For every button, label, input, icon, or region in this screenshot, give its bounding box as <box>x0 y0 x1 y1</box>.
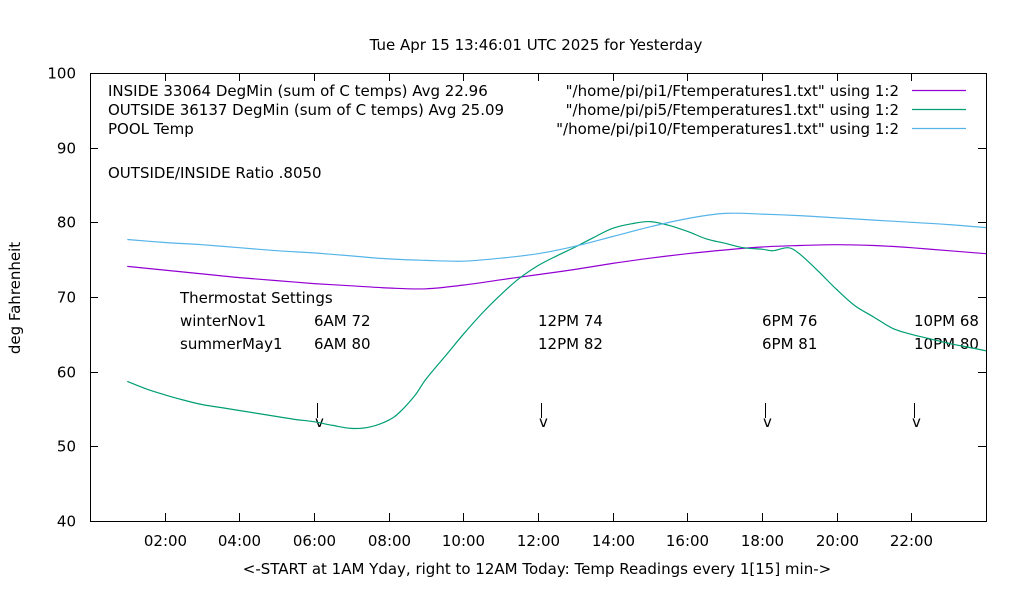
x-tick-label: 14:00 <box>592 532 635 550</box>
x-tick-label: 18:00 <box>741 532 784 550</box>
x-tick-label: 10:00 <box>442 532 485 550</box>
legend-series-name: POOL Temp <box>108 120 194 138</box>
thermostat-setting: 10PM 68 <box>914 312 979 330</box>
x-tick-label: 08:00 <box>368 532 411 550</box>
y-tick-label: 70 <box>57 289 76 307</box>
marker-label: v <box>763 413 772 431</box>
legend-series-source: "/home/pi/pi10/Ftemperatures1.txt" using… <box>556 120 899 138</box>
x-axis-label: <-START at 1AM Yday, right to 12AM Today… <box>243 560 831 578</box>
legend-series-name: INSIDE 33064 DegMin (sum of C temps) Avg… <box>108 82 488 100</box>
x-tick-label: 22:00 <box>890 532 933 550</box>
series-line-0 <box>127 244 987 290</box>
y-tick-label: 90 <box>57 140 76 158</box>
x-tick-label: 20:00 <box>816 532 859 550</box>
marker-label: v <box>912 413 921 431</box>
legend-series-source: "/home/pi/pi5/Ftemperatures1.txt" using … <box>566 101 899 119</box>
series-lines <box>127 212 987 430</box>
y-tick-label: 100 <box>47 65 76 83</box>
y-tick-label: 60 <box>57 364 76 382</box>
thermostat-setting: 6AM 80 <box>314 335 371 353</box>
ratio-annotation: OUTSIDE/INSIDE Ratio .8050 <box>108 164 322 182</box>
annotations: OUTSIDE/INSIDE Ratio .8050 Thermostat Se… <box>108 164 333 307</box>
thermostat-setting: 6PM 76 <box>762 312 817 330</box>
x-tick-label: 04:00 <box>218 532 261 550</box>
marker-label: v <box>539 413 548 431</box>
thermostat-title: Thermostat Settings <box>179 289 333 307</box>
x-tick-label: 02:00 <box>144 532 187 550</box>
thermostat-setting: 6PM 81 <box>762 335 817 353</box>
legend-series-name: OUTSIDE 36137 DegMin (sum of C temps) Av… <box>108 101 504 119</box>
thermostat-table: winterNov1 6AM 72 12PM 74 6PM 76 10PM 68 summ… <box>180 312 979 353</box>
series-line-1 <box>127 220 987 430</box>
legend-series-source: "/home/pi/pi1/Ftemperatures1.txt" using … <box>566 82 899 100</box>
series-line-2 <box>127 212 987 262</box>
x-tick-label: 12:00 <box>517 532 560 550</box>
axes: 40 50 60 70 80 90 100 02:00 04:00 06:00 08:00 10:00… <box>47 65 986 550</box>
y-axis-label: deg Fahrenheit <box>6 242 24 354</box>
thermostat-row-label: winterNov1 <box>180 312 266 330</box>
thermostat-setting: 12PM 74 <box>538 312 603 330</box>
x-tick-label: 16:00 <box>666 532 709 550</box>
y-tick-label: 80 <box>57 214 76 232</box>
thermostat-setting: 6AM 72 <box>314 312 371 330</box>
thermostat-setting: 12PM 82 <box>538 335 603 353</box>
y-tick-label: 40 <box>57 513 76 531</box>
thermostat-row-label: summerMay1 <box>180 335 283 353</box>
chart-title: Tue Apr 15 13:46:01 UTC 2025 for Yesterd… <box>369 36 703 54</box>
y-tick-label: 50 <box>57 438 76 456</box>
legend: INSIDE 33064 DegMin (sum of C temps) Avg… <box>108 82 966 138</box>
thermostat-setting: 10PM 80 <box>914 335 979 353</box>
x-tick-label: 06:00 <box>293 532 336 550</box>
marker-label: v <box>315 413 324 431</box>
